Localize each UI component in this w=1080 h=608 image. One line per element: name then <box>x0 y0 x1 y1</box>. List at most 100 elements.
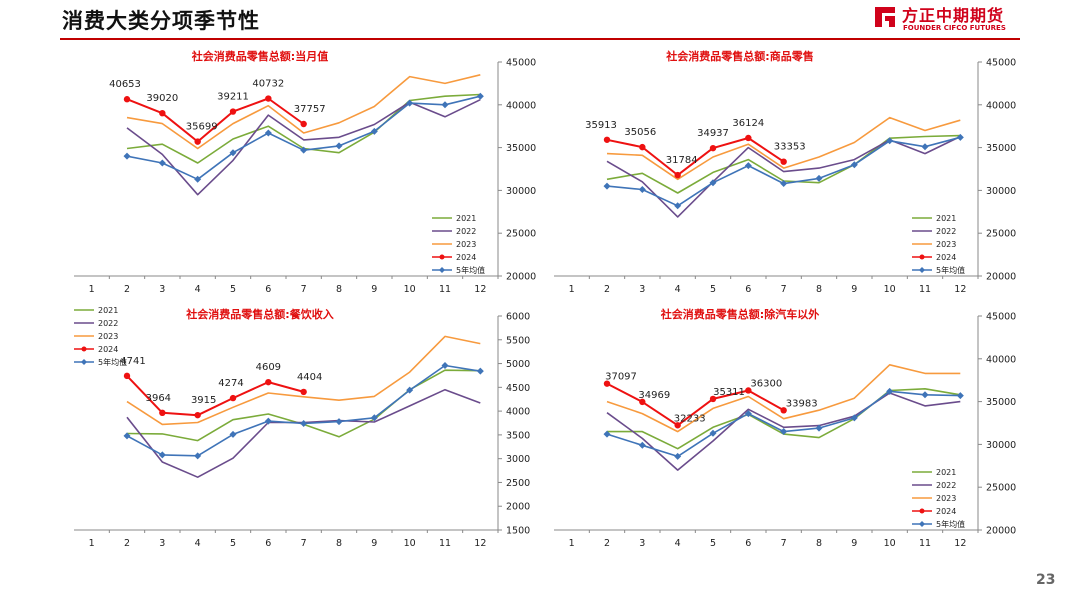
x-tick-label: 7 <box>781 538 787 549</box>
legend-item: 2021 <box>74 306 118 315</box>
page-header: 消费大类分项季节性 方正中期期货 FOUNDER CIFCO FUTURES <box>0 0 1080 44</box>
y-tick-label: 30000 <box>986 186 1016 197</box>
data-point-2024 <box>639 143 646 151</box>
data-point-avg <box>123 432 131 440</box>
data-label: 31784 <box>666 155 698 166</box>
data-point-2024 <box>300 120 307 128</box>
data-point-2024 <box>780 407 787 414</box>
legend-item: 2021 <box>432 214 476 223</box>
x-tick-label: 5 <box>710 538 716 549</box>
data-label: 35699 <box>186 122 218 133</box>
legend-item: 2021 <box>912 214 956 223</box>
legend-item: 2022 <box>912 481 956 490</box>
data-label: 4274 <box>218 378 243 389</box>
chart-title: 社会消费品零售总额:除汽车以外 <box>660 307 819 321</box>
data-label: 40653 <box>109 79 141 90</box>
data-point-avg <box>674 202 682 210</box>
data-point-avg <box>441 101 449 109</box>
data-point-avg <box>406 99 414 107</box>
data-point-2024 <box>229 394 237 402</box>
data-point-avg <box>335 418 343 426</box>
legend-label: 2023 <box>456 240 476 249</box>
data-label: 35311 <box>713 387 745 398</box>
series-line-2024 <box>606 137 785 177</box>
data-point-avg <box>476 92 484 100</box>
data-point-avg <box>709 429 717 437</box>
x-tick-label: 11 <box>919 284 931 295</box>
x-tick-label: 7 <box>301 284 307 295</box>
data-label: 33353 <box>774 142 806 153</box>
x-tick-label: 8 <box>336 284 342 295</box>
x-tick-label: 2 <box>604 538 610 549</box>
legend-marker <box>919 254 925 260</box>
x-tick-label: 2 <box>604 284 610 295</box>
series-line-2023 <box>606 363 961 433</box>
chart-title: 社会消费品零售总额:当月值 <box>191 49 328 63</box>
legend-item: 5年均值 <box>432 265 485 275</box>
x-tick-label: 1 <box>569 284 575 295</box>
data-point-avg <box>638 441 646 449</box>
logo-mark-icon <box>875 7 895 27</box>
data-point-2024 <box>159 109 166 117</box>
data-label: 3915 <box>191 395 216 406</box>
data-label: 36300 <box>750 378 782 389</box>
x-tick-label: 8 <box>816 284 822 295</box>
x-tick-label: 12 <box>954 538 966 549</box>
data-point-avg <box>674 452 682 460</box>
x-tick-label: 9 <box>371 538 377 549</box>
data-label: 37757 <box>294 104 326 115</box>
x-tick-label: 3 <box>159 538 165 549</box>
y-tick-label: 1500 <box>506 526 530 537</box>
data-point-avg <box>476 367 484 375</box>
data-point-avg <box>300 146 308 154</box>
data-point-avg <box>229 430 237 438</box>
legend-label: 5年均值 <box>936 265 965 275</box>
x-tick-label: 11 <box>919 538 931 549</box>
data-point-avg <box>709 179 717 187</box>
legend-item: 5年均值 <box>912 519 965 529</box>
data-point-2024 <box>194 411 201 419</box>
data-point-avg <box>886 137 894 145</box>
series-line-2024 <box>606 382 785 427</box>
data-point-2024 <box>194 138 201 145</box>
page-title: 消费大类分项季节性 <box>62 9 260 33</box>
chart-title: 社会消费品零售总额:商品零售 <box>665 49 813 63</box>
x-tick-label: 9 <box>371 284 377 295</box>
x-tick-label: 10 <box>404 538 416 549</box>
data-point-avg <box>780 428 788 436</box>
data-label: 4741 <box>120 356 145 367</box>
series-line-2022 <box>126 388 481 478</box>
data-label: 3964 <box>146 393 171 404</box>
data-point-2024 <box>674 422 681 429</box>
chart-total-retail-monthly: 社会消费品零售总额:当月值200002500030000350004000045… <box>74 49 536 295</box>
legend-item: 2024 <box>912 507 956 516</box>
series-line-2022 <box>606 392 961 471</box>
data-point-avg <box>406 386 414 394</box>
legend-item: 2021 <box>912 468 956 477</box>
data-label: 35913 <box>585 120 617 131</box>
y-tick-label: 5000 <box>506 359 530 370</box>
x-tick-label: 7 <box>781 284 787 295</box>
legend-marker <box>439 267 445 273</box>
data-label: 34937 <box>697 128 729 139</box>
x-tick-label: 2 <box>124 284 130 295</box>
chart-catering-revenue: 社会消费品零售总额:餐饮收入15002000250030003500400045… <box>74 306 530 549</box>
y-tick-label: 45000 <box>986 312 1016 323</box>
x-tick-label: 6 <box>265 538 271 549</box>
legend-label: 2024 <box>98 345 118 354</box>
data-point-2024 <box>745 134 752 142</box>
y-tick-label: 35000 <box>986 397 1016 408</box>
x-tick-label: 10 <box>884 538 896 549</box>
legend-item: 2023 <box>432 240 476 249</box>
x-tick-label: 6 <box>265 284 271 295</box>
data-point-2024 <box>745 387 752 394</box>
data-point-2024 <box>159 409 166 417</box>
series-line-2023 <box>606 116 961 181</box>
x-tick-label: 11 <box>439 538 451 549</box>
x-tick-label: 3 <box>159 284 165 295</box>
data-point-avg <box>850 161 858 169</box>
legend-item: 5年均值 <box>74 357 127 367</box>
legend-label: 2024 <box>936 253 956 262</box>
x-tick-label: 8 <box>336 538 342 549</box>
x-tick-label: 9 <box>851 284 857 295</box>
